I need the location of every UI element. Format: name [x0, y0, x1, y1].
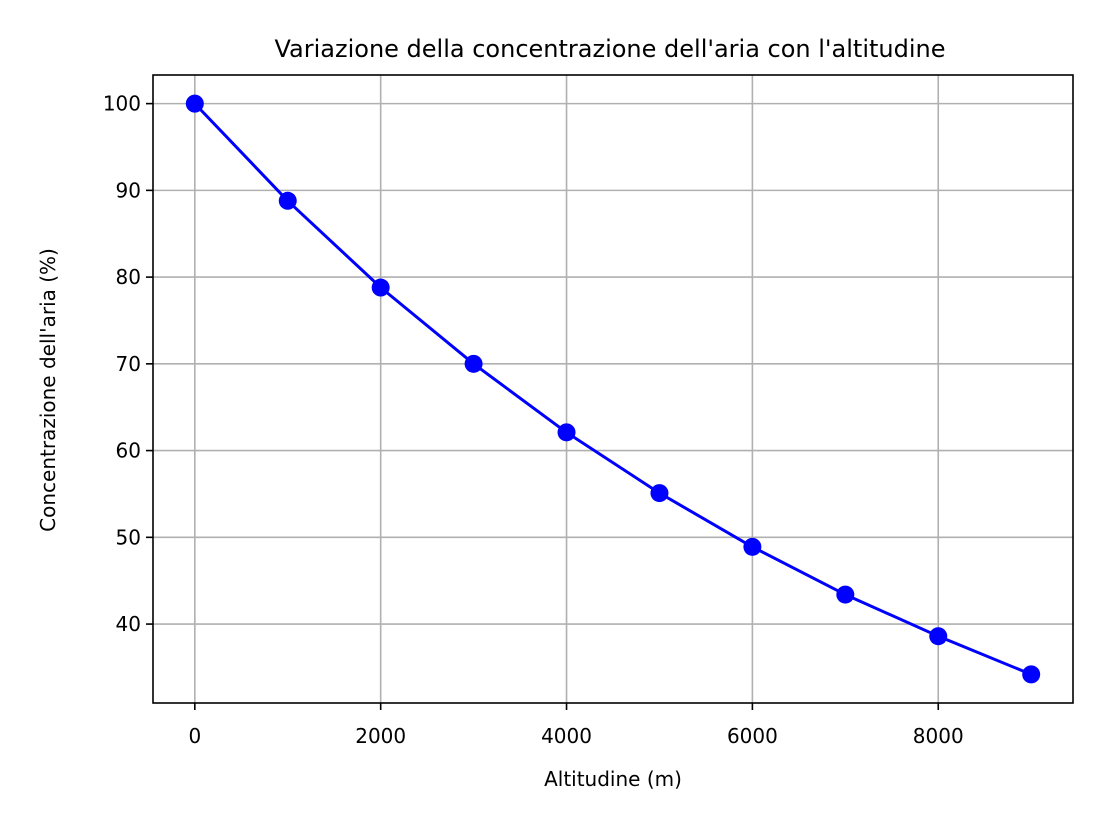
y-tick-label: 70 — [116, 352, 141, 376]
data-point — [278, 191, 297, 210]
x-tick-label: 4000 — [541, 724, 592, 748]
data-series — [185, 94, 1041, 684]
data-point — [743, 537, 762, 556]
data-point — [185, 94, 204, 113]
y-tick-label: 90 — [116, 178, 141, 202]
y-tick-label: 50 — [116, 525, 141, 549]
data-point — [929, 627, 948, 646]
data-point — [650, 484, 669, 503]
data-point — [464, 354, 483, 373]
y-axis-title: Concentrazione dell'aria (%) — [36, 248, 60, 532]
chart-title: Variazione della concentrazione dell'ari… — [275, 35, 946, 63]
plot-frame — [152, 74, 1074, 704]
data-point — [371, 278, 390, 297]
x-tick-label: 8000 — [913, 724, 964, 748]
data-point — [1022, 665, 1041, 684]
series-line — [193, 102, 1032, 676]
x-tick-label: 6000 — [727, 724, 778, 748]
x-tick-label: 0 — [188, 724, 201, 748]
grid-lines — [153, 75, 1073, 703]
axis-ticks: 0 2000 4000 6000 8000 40 50 60 70 80 90 100 — [103, 92, 964, 748]
y-tick-label: 60 — [116, 439, 141, 463]
data-point — [836, 585, 855, 604]
y-tick-label: 40 — [116, 612, 141, 636]
y-tick-label: 100 — [103, 92, 141, 116]
y-tick-label: 80 — [116, 265, 141, 289]
data-point — [557, 423, 576, 442]
x-tick-label: 2000 — [355, 724, 406, 748]
x-axis-title: Altitudine (m) — [544, 767, 682, 791]
